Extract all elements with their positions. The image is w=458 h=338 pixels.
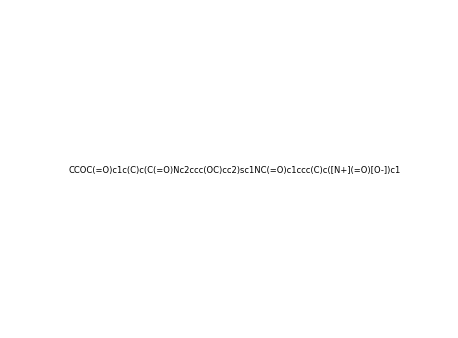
Text: CCOC(=O)c1c(C)c(C(=O)Nc2ccc(OC)cc2)sc1NC(=O)c1ccc(C)c([N+](=O)[O-])c1: CCOC(=O)c1c(C)c(C(=O)Nc2ccc(OC)cc2)sc1NC… [69,166,401,175]
